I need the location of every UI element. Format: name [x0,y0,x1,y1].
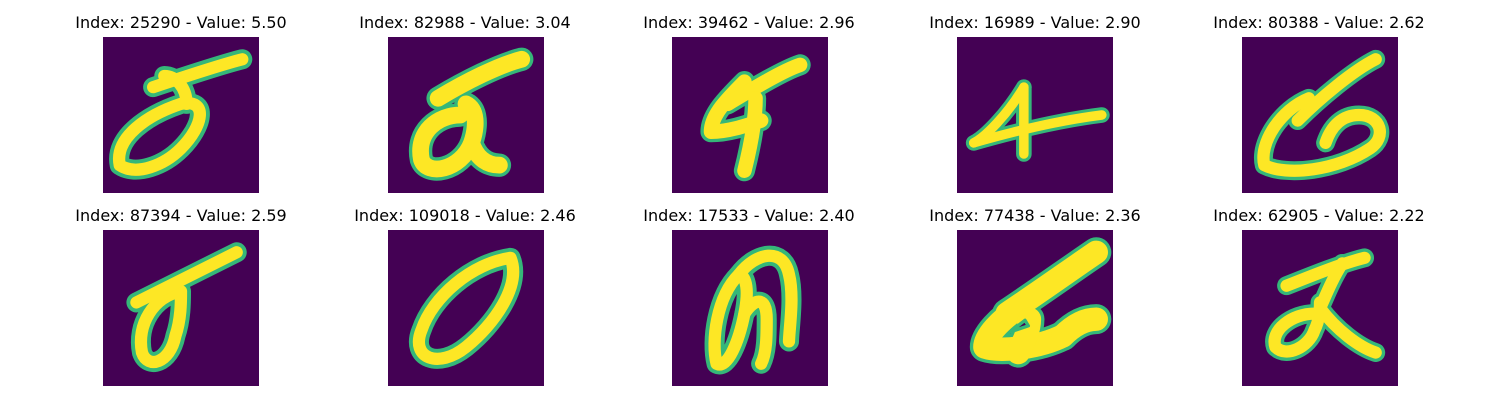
panel-title-7: Index: 109018 - Value: 2.46 [354,206,576,225]
panel-title-2: Index: 82988 - Value: 3.04 [359,13,571,32]
digit-image-6 [103,230,259,386]
digit-image-1 [103,37,259,193]
digit-image-5 [1242,37,1398,193]
digit-image-4 [957,37,1113,193]
panel-title-4: Index: 16989 - Value: 2.90 [929,13,1141,32]
panel-title-10: Index: 62905 - Value: 2.22 [1213,206,1425,225]
digit-image-2 [388,37,544,193]
digit-image-3 [672,37,828,193]
panel-title-1: Index: 25290 - Value: 5.50 [75,13,287,32]
digit-image-10 [1242,230,1398,386]
panel-title-5: Index: 80388 - Value: 2.62 [1213,13,1425,32]
digit-image-9 [957,230,1113,386]
digit-image-8 [672,230,828,386]
panel-title-9: Index: 77438 - Value: 2.36 [929,206,1141,225]
panel-title-8: Index: 17533 - Value: 2.40 [643,206,855,225]
panel-title-3: Index: 39462 - Value: 2.96 [643,13,855,32]
digit-image-7 [388,230,544,386]
panel-title-6: Index: 87394 - Value: 2.59 [75,206,287,225]
image-background [388,230,544,386]
